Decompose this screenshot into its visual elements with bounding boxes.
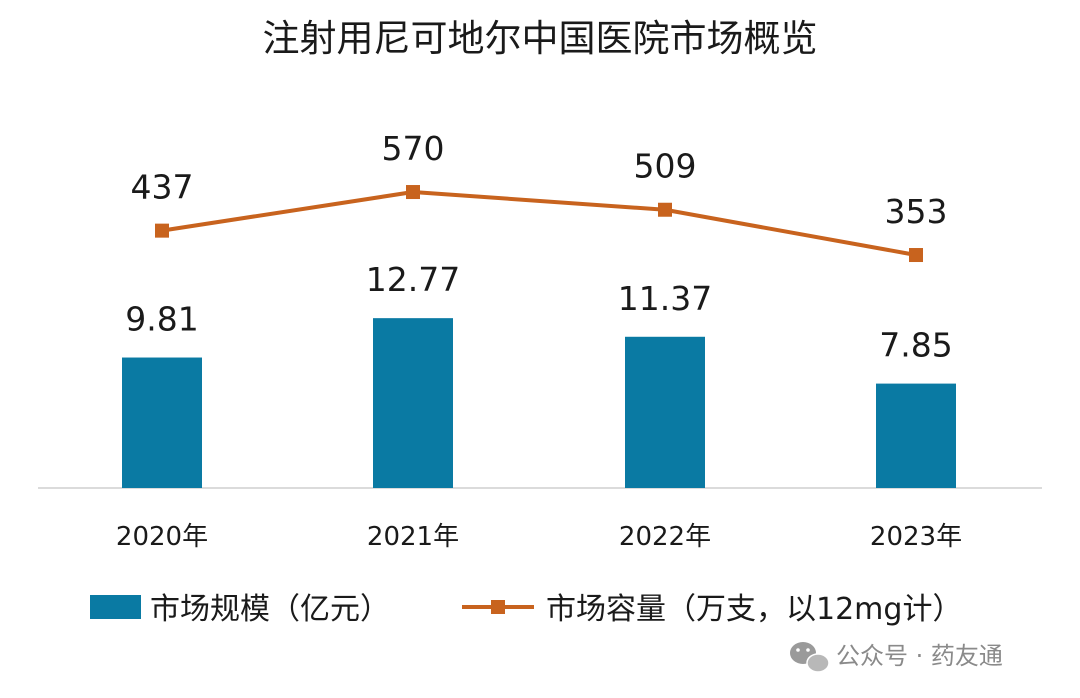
watermark-text: 公众号 · 药友通 <box>836 642 1003 670</box>
bar-value-label: 12.77 <box>366 260 460 299</box>
bar <box>876 383 956 488</box>
legend: 市场规模（亿元） 市场容量（万支，以12mg计） <box>90 592 962 627</box>
line-value-labels: 437 570 509 353 <box>131 129 948 231</box>
bar <box>373 318 453 488</box>
line-marker <box>155 223 169 238</box>
x-tick-label: 2020年 <box>116 522 208 552</box>
bar-value-label: 9.81 <box>125 300 198 339</box>
line-marker <box>658 202 672 217</box>
line-value-label: 437 <box>131 168 194 207</box>
x-tick-label: 2023年 <box>870 522 962 552</box>
line-value-label: 353 <box>885 192 948 231</box>
line-series <box>155 185 923 263</box>
bar-series <box>122 318 956 488</box>
bar-value-labels: 9.81 12.77 11.37 7.85 <box>125 260 952 364</box>
chart-title: 注射用尼可地尔中国医院市场概览 <box>263 17 818 60</box>
bar-value-label: 7.85 <box>879 326 952 365</box>
line-marker <box>406 185 420 200</box>
legend-line-marker <box>491 600 505 614</box>
bar <box>122 357 202 488</box>
watermark: 公众号 · 药友通 <box>790 642 1003 673</box>
line-value-label: 509 <box>634 147 697 186</box>
line-path <box>161 190 917 257</box>
bar-value-label: 11.37 <box>618 279 712 318</box>
legend-bar-label: 市场规模（亿元） <box>150 592 390 627</box>
wechat-icon <box>790 642 830 673</box>
x-tick-label: 2021年 <box>367 522 459 552</box>
legend-line-label: 市场容量（万支，以12mg计） <box>546 592 962 627</box>
x-axis-ticks: 2020年 2021年 2022年 2023年 <box>116 522 962 552</box>
line-marker <box>909 248 923 263</box>
legend-bar-swatch <box>90 595 141 619</box>
x-tick-label: 2022年 <box>619 522 711 552</box>
line-value-label: 570 <box>382 129 445 168</box>
bar <box>625 336 705 488</box>
